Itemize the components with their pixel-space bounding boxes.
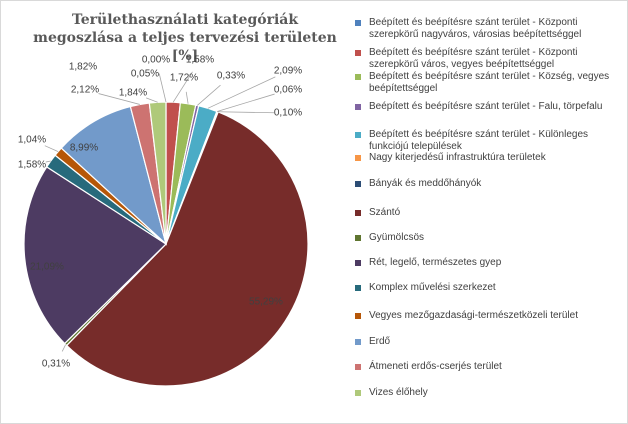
data-label-1: 0,00% (142, 55, 170, 66)
data-label-12: 1,04% (18, 135, 46, 146)
leader-line-5 (207, 76, 276, 109)
legend-item-12: Vegyes mezőgazdasági-természetközeli ter… (355, 310, 617, 322)
pie-slice-8 (65, 111, 309, 387)
data-label-8: 55,29% (249, 297, 283, 308)
leader-line-7 (217, 111, 275, 114)
legend-swatch (355, 260, 361, 266)
legend-label: Szántó (369, 207, 401, 218)
legend-swatch (355, 74, 361, 80)
leader-line-15 (145, 97, 158, 103)
data-label-15: 1,84% (119, 88, 147, 99)
legend-label: Komplex művelési szerkezet (369, 282, 496, 293)
legend-item-14: Átmeneti erdős-cserjés terület (355, 361, 617, 373)
legend-label: Beépített és beépítésre szánt terület - … (369, 47, 578, 70)
legend-swatch (355, 132, 361, 138)
chart-title: Területhasználati kategóriák megoszlása … (33, 12, 337, 64)
leader-line-9 (61, 344, 67, 352)
legend-item-6: Nagy kiterjedésű infrastruktúra területe… (355, 152, 617, 164)
data-label-extra-2: 0,05% (131, 69, 159, 80)
legend-label: Bányák és meddőhányók (369, 178, 482, 189)
data-label-10: 21,09% (30, 262, 64, 273)
legend-swatch (355, 390, 361, 396)
data-label-3: 1,72% (170, 73, 198, 84)
data-label-11: 1,58% (18, 160, 46, 171)
leader-line-11 (45, 160, 51, 163)
legend-swatch (355, 235, 361, 241)
legend-item-7: Bányák és meddőhányók (355, 178, 617, 190)
legend-item-15: Vizes élőhely (355, 387, 617, 399)
legend-swatch (355, 155, 361, 161)
legend-swatch (355, 20, 361, 26)
leader-line-12 (44, 145, 59, 152)
leader-line-6 (216, 93, 275, 112)
legend-label: Gyümölcsös (369, 232, 425, 243)
legend-label: Beépített és beépítésre szánt terület - … (369, 17, 582, 40)
legend-label: Átmeneti erdős-cserjés terület (369, 361, 502, 372)
legend-swatch (355, 285, 361, 291)
legend-item-3: Beépített és beépítésre szánt terület - … (355, 71, 617, 95)
legend-item-8: Szántó (355, 207, 617, 219)
legend-item-11: Komplex művelési szerkezet (355, 282, 617, 294)
data-label-6: 0,06% (274, 85, 302, 96)
legend-swatch (355, 104, 361, 110)
legend-label: Beépített és beépítésre szánt terület - … (369, 129, 589, 152)
data-label-14: 2,12% (71, 85, 99, 96)
legend-label: Erdő (369, 336, 391, 347)
data-label-13: 8,99% (70, 143, 98, 154)
legend-swatch (355, 339, 361, 345)
legend-item-2: Beépített és beépítésre szánt terület - … (355, 47, 617, 71)
legend-label: Rét, legelő, természetes gyep (369, 257, 502, 268)
legend-item-10: Rét, legelő, természetes gyep (355, 257, 617, 269)
data-label-4: 0,33% (217, 71, 245, 82)
data-label-5: 2,09% (274, 66, 302, 77)
legend-swatch (355, 364, 361, 370)
leader-line-1 (158, 73, 167, 103)
legend-swatch (355, 50, 361, 56)
leader-line-4 (196, 84, 221, 106)
leader-line-2 (172, 71, 193, 103)
legend-item-13: Erdő (355, 336, 617, 348)
data-label-2: 1,58% (186, 55, 214, 66)
data-label-9: 0,31% (42, 359, 70, 370)
legend-label: Vegyes mezőgazdasági-természetközeli ter… (369, 310, 578, 321)
legend-label: Vizes élőhely (369, 387, 428, 398)
legend-swatch (355, 181, 361, 187)
legend-label: Beépített és beépítésre szánt terület - … (369, 101, 603, 112)
legend-label: Nagy kiterjedésű infrastruktúra területe… (369, 152, 546, 163)
pie-slice-10 (23, 166, 167, 345)
legend-item-4: Beépített és beépítésre szánt terület - … (355, 101, 617, 113)
legend-item-1: Beépített és beépítésre szánt terület - … (355, 17, 617, 41)
pie-slice-13 (60, 105, 168, 246)
leader-line-14 (98, 93, 140, 105)
data-label-7: 0,10% (274, 108, 302, 119)
legend-label: Beépített és beépítésre szánt terület - … (369, 71, 610, 94)
legend-item-9: Gyümölcsös (355, 232, 617, 244)
legend-swatch (355, 210, 361, 216)
legend-item-5: Beépített és beépítésre szánt terület - … (355, 129, 617, 153)
leader-line-3 (185, 91, 189, 104)
data-label-extra-1: 1,82% (69, 62, 97, 73)
legend-swatch (355, 313, 361, 319)
